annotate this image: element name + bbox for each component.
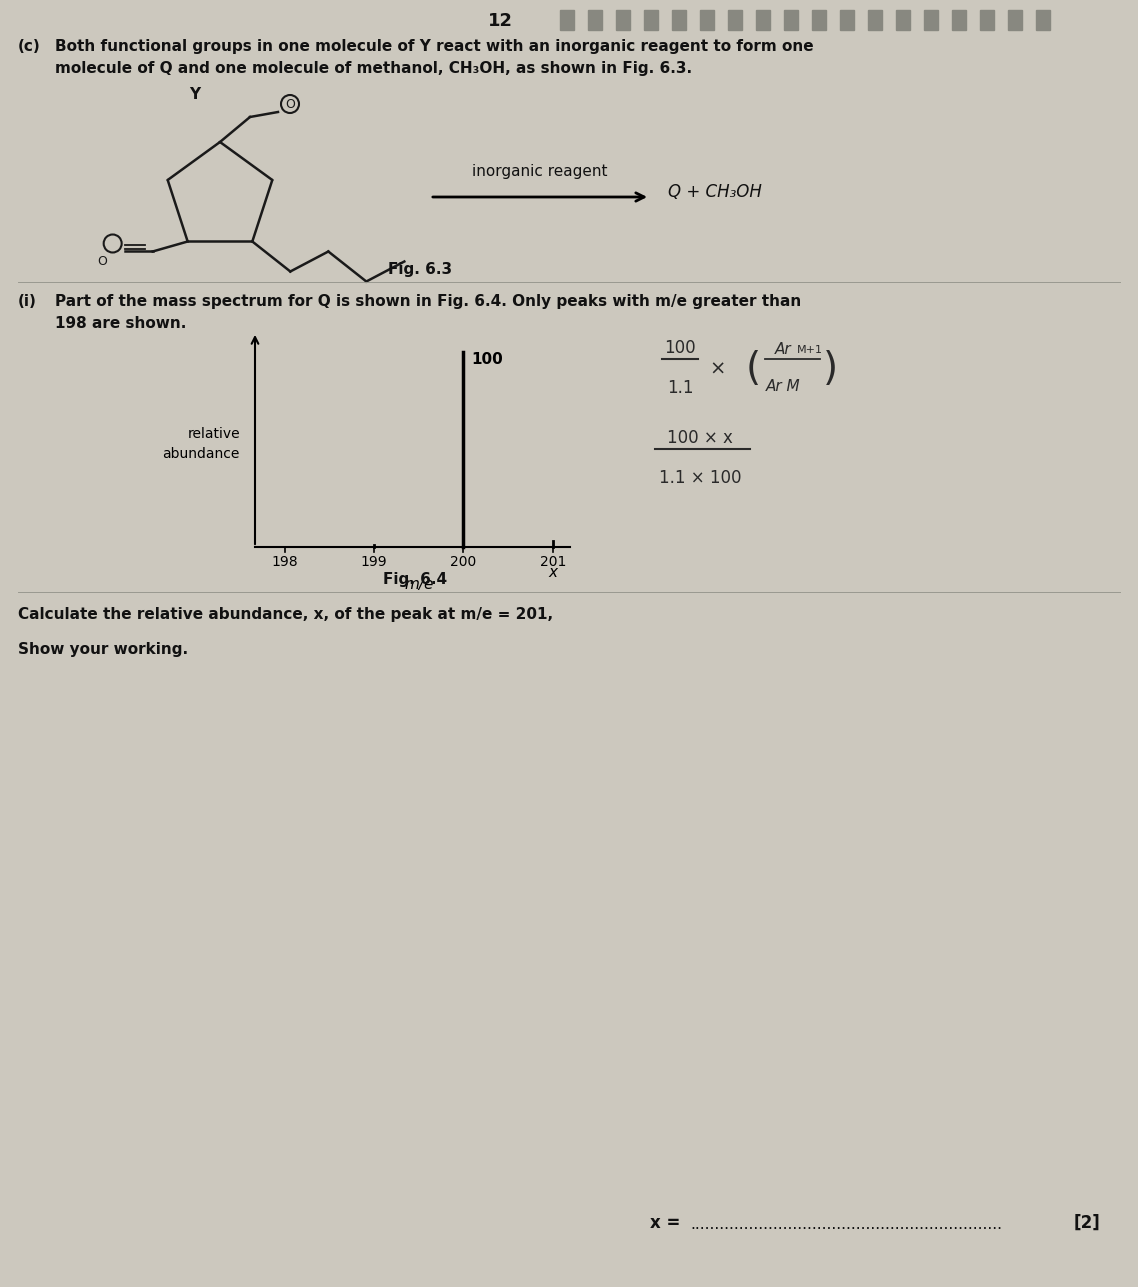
Bar [588,10,602,30]
Bar [813,10,826,30]
Text: 100 × x: 100 × x [667,429,733,447]
Bar [1008,10,1022,30]
Text: Part of the mass spectrum for Q is shown in Fig. 6.4. Only peaks with m/e greate: Part of the mass spectrum for Q is shown… [55,293,801,309]
Text: 200: 200 [451,555,477,569]
Text: M+1: M+1 [797,345,823,355]
Text: Fig. 6.3: Fig. 6.3 [388,263,452,277]
Bar [924,10,938,30]
Text: (i): (i) [18,293,36,309]
Text: Calculate the relative abundance, x, of the peak at m/e = 201,: Calculate the relative abundance, x, of … [18,607,553,622]
Text: Show your working.: Show your working. [18,642,188,656]
Text: 100: 100 [665,338,695,356]
Text: (c): (c) [18,39,41,54]
Text: relative: relative [188,427,240,441]
Bar [560,10,574,30]
Text: Ar M: Ar M [766,378,800,394]
Text: ×: × [710,359,726,378]
Text: 1.1 × 100: 1.1 × 100 [659,468,741,486]
Text: ................................................................: ........................................… [690,1218,1001,1232]
Text: ): ) [823,350,838,387]
Text: Ar: Ar [775,342,791,356]
Text: 198: 198 [272,555,298,569]
Bar [700,10,714,30]
Text: x: x [549,565,558,580]
Bar [756,10,770,30]
Text: Fig. 6.4: Fig. 6.4 [384,571,447,587]
Bar [840,10,854,30]
Text: Both functional groups in one molecule of Y react with an inorganic reagent to f: Both functional groups in one molecule o… [55,39,814,54]
Bar [868,10,882,30]
Bar [953,10,966,30]
Bar [1036,10,1050,30]
Text: x =: x = [650,1214,681,1232]
Bar [896,10,910,30]
Bar [980,10,993,30]
Bar [673,10,686,30]
Text: Y: Y [189,88,200,102]
Text: molecule of Q and one molecule of methanol, CH₃OH, as shown in Fig. 6.3.: molecule of Q and one molecule of methan… [55,60,692,76]
Text: m/e: m/e [404,577,434,592]
Text: [2]: [2] [1073,1214,1100,1232]
Text: O: O [98,255,108,268]
Bar [784,10,798,30]
Text: 201: 201 [539,555,566,569]
Text: 199: 199 [361,555,388,569]
Bar [644,10,658,30]
Text: 1.1: 1.1 [667,378,693,396]
Text: abundance: abundance [163,448,240,462]
Text: O: O [284,98,295,111]
Text: 100: 100 [471,351,503,367]
Text: 198 are shown.: 198 are shown. [55,317,187,331]
Text: (: ( [745,350,760,387]
Bar [728,10,742,30]
Bar [616,10,630,30]
Text: Q + CH₃OH: Q + CH₃OH [668,183,761,201]
Text: inorganic reagent: inorganic reagent [472,163,608,179]
Text: 12: 12 [487,12,512,30]
